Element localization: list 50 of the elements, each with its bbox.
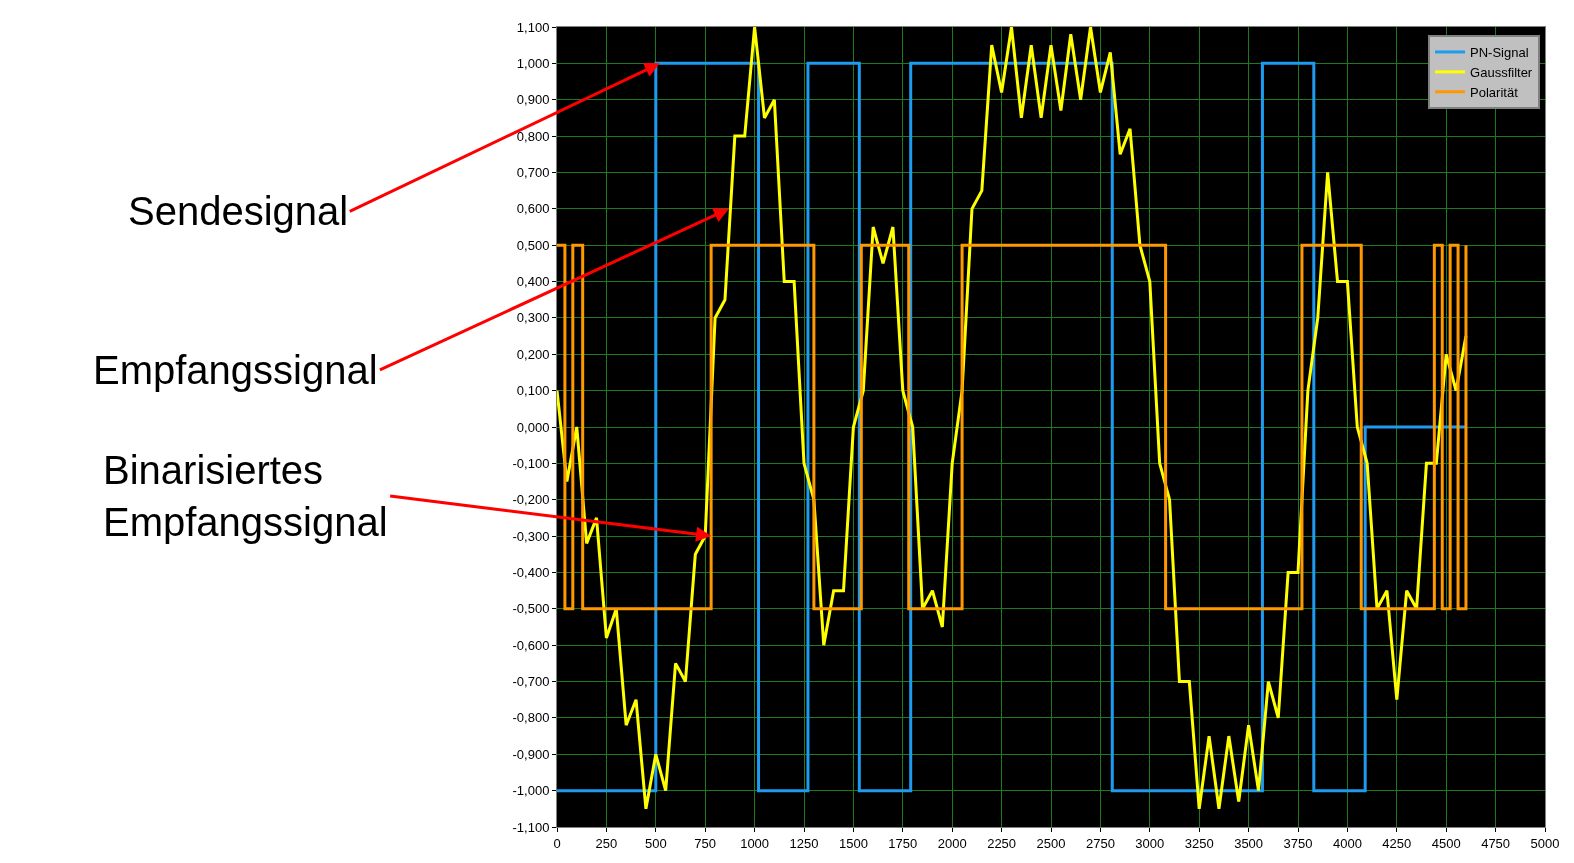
x-tick-label: 5000	[1530, 835, 1560, 851]
annotation: Empfangssignal	[93, 348, 378, 392]
y-tick-label: 0,800	[516, 128, 550, 144]
x-tick-label: 1750	[888, 835, 918, 851]
y-tick-label: 0,700	[516, 165, 550, 180]
x-tick-label: 1500	[838, 835, 868, 851]
y-tick-label: -0,400	[512, 565, 550, 580]
annotation: Sendesignal	[128, 189, 349, 233]
x-tick-label: 2250	[987, 835, 1017, 851]
y-tick-label: -1,100	[512, 819, 550, 835]
y-tick-label: -1,000	[512, 783, 550, 799]
y-tick-label: -0,600	[512, 637, 550, 653]
x-tick-label: 0	[553, 835, 561, 851]
x-tick-label: 1000	[740, 835, 770, 851]
y-tick-label: 0,900	[516, 92, 550, 108]
x-tick-label: 1250	[789, 835, 819, 851]
y-tick-label: 0,000	[516, 419, 550, 435]
legend-label: PN-Signal	[1470, 45, 1529, 61]
annotation: Binarisiertes Empfangssignal	[103, 448, 388, 544]
x-tick-label: 500	[644, 835, 667, 851]
legend-label: Polarität	[1470, 84, 1519, 100]
y-tick-label: 0,100	[516, 383, 550, 399]
x-tick-label: 4250	[1382, 835, 1412, 851]
legend-label: Gaussfilter	[1470, 64, 1533, 80]
x-tick-label: 4500	[1431, 835, 1461, 851]
x-tick-label: 3250	[1184, 835, 1214, 851]
y-tick-label: -0,500	[512, 601, 550, 617]
x-tick-label: 4750	[1481, 835, 1511, 851]
x-tick-label: 2500	[1036, 835, 1066, 851]
x-tick-label: 4000	[1332, 835, 1362, 851]
y-tick-label: -0,800	[512, 710, 550, 726]
y-tick-label: 1,100	[516, 19, 550, 35]
y-tick-label: 0,200	[516, 346, 550, 362]
y-tick-label: -0,100	[512, 455, 550, 471]
y-tick-label: 0,600	[516, 201, 550, 217]
y-tick-label: 0,500	[516, 237, 550, 253]
y-tick-label: -0,200	[512, 492, 550, 508]
y-tick-label: -0,300	[512, 528, 550, 544]
x-tick-label: 250	[595, 835, 618, 851]
y-tick-label: 0,400	[516, 274, 550, 290]
y-tick-label: -0,900	[512, 746, 550, 762]
x-tick-label: 750	[694, 835, 717, 851]
x-tick-label: 3500	[1234, 835, 1264, 851]
x-tick-label: 3750	[1283, 835, 1313, 851]
y-tick-label: -0,700	[512, 674, 550, 690]
x-tick-label: 3000	[1135, 835, 1165, 851]
x-tick-label: 2750	[1085, 835, 1115, 851]
y-tick-label: 1,000	[516, 55, 550, 71]
y-tick-label: 0,300	[516, 310, 550, 326]
x-tick-label: 2000	[937, 835, 967, 851]
